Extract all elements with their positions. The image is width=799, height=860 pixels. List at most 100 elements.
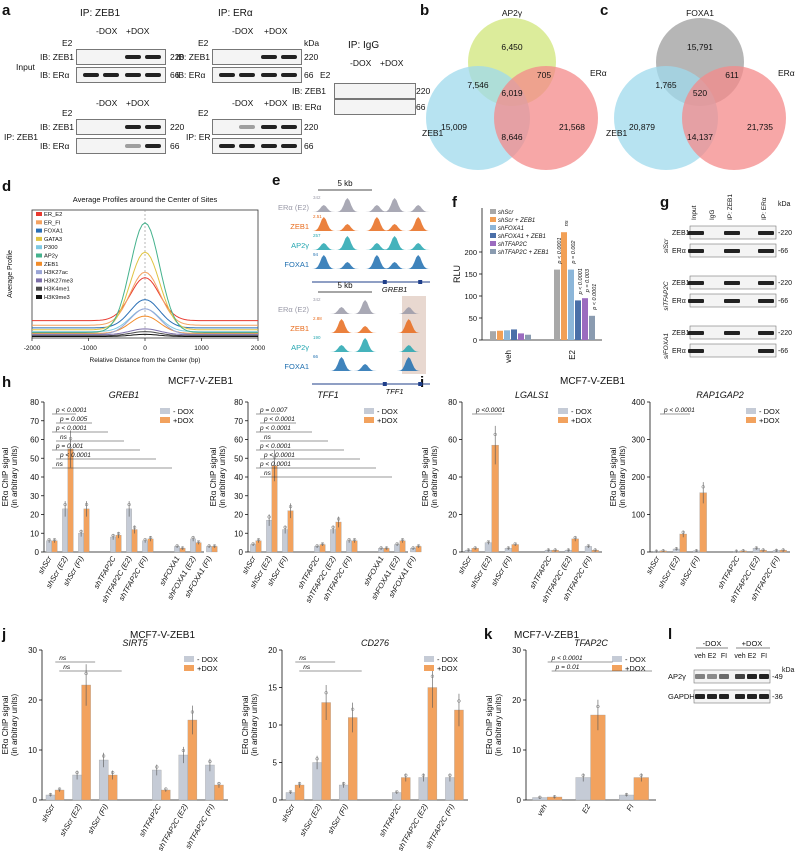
p-value-annotation: p < 0.0001 xyxy=(55,425,87,432)
venn-region-left-only: 15,009 xyxy=(441,122,467,132)
venn-region-right-only: 21,568 xyxy=(559,122,585,132)
column-label: IP: ZEB1 xyxy=(727,194,734,220)
minus-dox-label: -DOX xyxy=(96,98,118,108)
bar xyxy=(525,334,531,340)
gene-name: GREB1 xyxy=(382,285,407,294)
series-line-h3k4me1 xyxy=(32,331,258,337)
data-point xyxy=(741,549,745,553)
data-point xyxy=(336,517,341,521)
bar xyxy=(561,232,567,340)
input-label: Input xyxy=(16,62,35,72)
data-point xyxy=(272,455,277,459)
venn-label-left: ZEB1 xyxy=(606,128,628,138)
y-tick-label: 10 xyxy=(268,721,277,730)
y-tick-label: 100 xyxy=(464,292,477,301)
y-tick-label: 80 xyxy=(234,398,243,407)
sirt5-bar-chart: SIRT5 0 10 20 30 ERα ChIP signal (in arbitrary… xyxy=(1,638,228,852)
p-value-annotation: ns xyxy=(299,655,307,662)
profile-line-chart: Average Profiles around the Center of Si… xyxy=(7,195,266,364)
x-tick-label: -1000 xyxy=(80,345,97,352)
y-tick-label: 50 xyxy=(30,454,39,463)
x-tick-label: shScr (E2) xyxy=(58,802,84,838)
mw-66: 66 xyxy=(304,141,314,151)
legend-label-plus-dox: +DOX xyxy=(197,664,218,673)
data-point xyxy=(430,674,435,678)
y-axis-label-units: (in arbitrary units) xyxy=(430,446,439,509)
series-line-ap2y xyxy=(32,222,258,333)
series-line-foxa1 xyxy=(32,299,258,329)
data-point xyxy=(347,537,351,542)
data-point xyxy=(181,748,186,753)
lane-label: E2 xyxy=(708,653,717,660)
panel-label-f: f xyxy=(452,194,457,211)
venn-label-top: FOXA1 xyxy=(686,8,714,18)
plus-dox-label: +DOX xyxy=(264,98,288,108)
chart-title: LGALS1 xyxy=(515,390,549,400)
track-max-value: 190 xyxy=(313,335,321,340)
legend-label: H3K27me3 xyxy=(44,278,73,284)
mw-label: -66 xyxy=(778,348,788,355)
y-axis-label: Average Profile xyxy=(7,250,14,298)
data-point xyxy=(596,704,600,709)
panel-label-a: a xyxy=(2,2,11,19)
y-tick-label: 30 xyxy=(30,492,39,501)
x-tick-label: -2000 xyxy=(24,345,41,352)
row-label: GAPDH xyxy=(668,692,695,701)
kda-label: kDa xyxy=(304,38,320,48)
track-signal xyxy=(312,217,430,231)
legend-swatch xyxy=(36,220,42,225)
x-tick-label: 0 xyxy=(143,345,147,352)
blot-band xyxy=(759,694,769,699)
data-point xyxy=(190,710,195,714)
y-axis-label: ERα ChIP signal xyxy=(1,447,10,506)
track-label: ERα (E2) xyxy=(278,203,310,212)
y-tick-label: 20 xyxy=(268,646,277,655)
data-point xyxy=(781,548,785,552)
data-point xyxy=(411,546,415,550)
y-tick-label: 10 xyxy=(512,746,521,755)
data-point xyxy=(553,548,557,552)
header-i: MCF7-V-ZEB1 xyxy=(560,376,626,387)
data-point xyxy=(400,537,405,542)
x-tick-label: FI xyxy=(625,803,636,813)
y-tick-label: 30 xyxy=(512,646,521,655)
data-point xyxy=(761,548,765,552)
data-point xyxy=(84,671,88,676)
p-value-annotation: ns xyxy=(564,220,570,226)
data-point xyxy=(127,502,131,507)
p-value-annotation: p < 0.0001 xyxy=(259,461,291,468)
venn-region-left-right: 14,137 xyxy=(687,132,713,142)
y-tick-label: 60 xyxy=(448,436,457,445)
track-signal xyxy=(312,198,430,212)
legend-swatch xyxy=(36,253,42,258)
ib-zeb1-label: IB: ZEB1 xyxy=(40,122,75,132)
data-point xyxy=(624,792,629,797)
p-value-annotation: p < 0.0001 xyxy=(263,416,295,423)
legend-label: ER_FI xyxy=(44,220,61,226)
p-value-annotation: p < 0.0001 xyxy=(263,452,295,459)
venn-label-top: AP2γ xyxy=(502,8,523,18)
blot-band xyxy=(724,249,740,253)
blot-band xyxy=(707,694,717,699)
e2-label: E2 xyxy=(198,38,209,48)
x-tick-label: shTFAP2C xyxy=(377,802,403,838)
blot-band xyxy=(688,349,704,353)
blot-band xyxy=(747,694,757,699)
y-axis-label: ERα ChIP signal xyxy=(209,447,218,506)
mw-66: 66 xyxy=(304,70,314,80)
p-value-annotation: p = 0.005 xyxy=(59,416,88,423)
tff1-bar-chart: TFF1 0 10 20 30 40 50 60 70 80 ERα ChIP signal (in … xyxy=(209,390,422,604)
minus-dox-label: -DOX xyxy=(703,639,722,648)
data-point xyxy=(212,544,217,548)
legend-swatch xyxy=(36,212,42,216)
x-tick-label: shScr (FI) xyxy=(86,802,111,835)
data-point xyxy=(57,787,62,791)
data-point xyxy=(175,544,179,548)
data-point xyxy=(681,530,685,534)
mw-66: 66 xyxy=(170,70,180,80)
blot-band xyxy=(758,231,774,235)
data-point xyxy=(283,525,287,529)
data-point xyxy=(395,542,399,546)
legend-label-plus-dox: +DOX xyxy=(571,416,592,425)
